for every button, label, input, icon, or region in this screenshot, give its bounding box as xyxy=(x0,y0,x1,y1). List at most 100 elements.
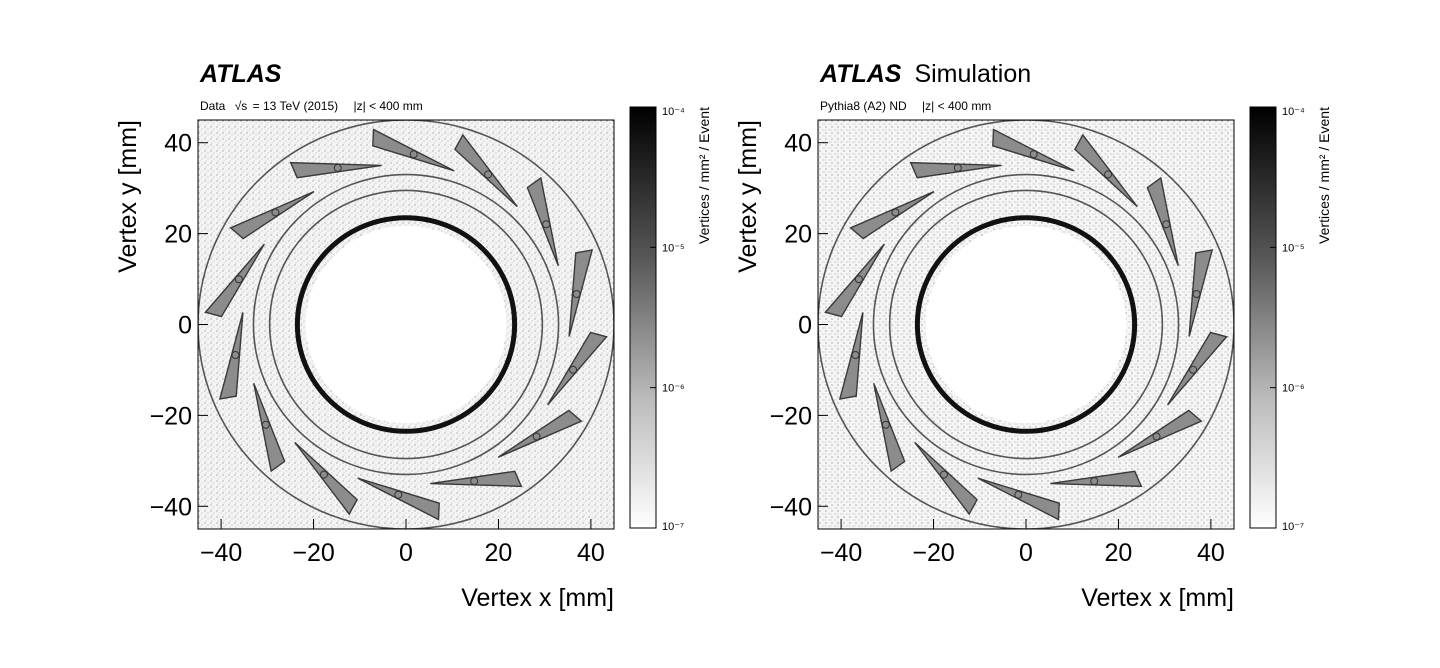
colorbar-label: Vertices / mm² / Event xyxy=(696,107,712,244)
x-axis-ticks: −40 −20 0 20 40 xyxy=(820,519,1225,567)
y-tick-label: −40 xyxy=(150,493,192,521)
pixel-stave xyxy=(454,133,518,208)
x-tick-label: −40 xyxy=(200,539,242,567)
pixel-stave xyxy=(526,176,559,267)
support-ring xyxy=(888,189,1164,460)
stave-marker xyxy=(572,289,581,298)
pixel-stave xyxy=(289,161,382,179)
x-tick-label: −20 xyxy=(292,539,334,567)
colorbar-tick-label: 10⁻⁷ xyxy=(1282,521,1304,533)
x-tick-label: −20 xyxy=(912,539,954,567)
y-tick-label: 20 xyxy=(164,221,192,249)
x-tick-label: 20 xyxy=(485,539,513,567)
x-tick-label: 40 xyxy=(577,539,605,567)
stave-marker xyxy=(409,150,418,159)
pixel-stave xyxy=(909,161,1002,179)
pixel-stave xyxy=(204,243,265,318)
pixel-stave xyxy=(218,312,244,400)
colorbar-tick-label: 10⁻⁴ xyxy=(662,106,685,118)
colorbar xyxy=(629,106,657,529)
pixel-stave xyxy=(992,128,1075,172)
y-tick-label: 0 xyxy=(798,312,812,340)
y-axis-label: Vertex y [mm] xyxy=(114,120,142,273)
y-axis-label: Vertex y [mm] xyxy=(734,120,762,273)
pixel-staves xyxy=(824,128,1228,521)
pixel-stave xyxy=(229,190,315,240)
stave-marker xyxy=(881,420,890,429)
pixel-stave xyxy=(977,477,1060,521)
pixel-stave xyxy=(873,382,906,473)
stave-marker xyxy=(1152,432,1161,441)
beam-pipe-interior xyxy=(305,225,507,424)
colorbar-tick-label: 10⁻⁶ xyxy=(1282,383,1305,395)
info-label: Data √s = 13 TeV (2015) |z| < 400 mm xyxy=(200,99,423,113)
pixel-stave xyxy=(568,249,594,337)
stave-marker xyxy=(394,490,403,499)
x-axis-label: Vertex x [mm] xyxy=(461,584,614,612)
colorbar-tick-label: 10⁻⁵ xyxy=(662,242,685,254)
pixel-stave xyxy=(357,477,440,521)
stave-marker xyxy=(1192,289,1201,298)
stave-marker xyxy=(569,365,578,374)
pixel-stave xyxy=(1074,133,1138,208)
beam-pipe-ring xyxy=(294,215,518,434)
heatmap-area xyxy=(818,120,1234,529)
y-tick-label: 40 xyxy=(164,130,192,158)
pixel-stave xyxy=(1188,249,1214,337)
x-axis-ticks: −40 −20 0 20 40 xyxy=(200,519,605,567)
pixel-stave xyxy=(838,312,864,400)
stave-marker xyxy=(271,208,280,217)
pixel-stave xyxy=(1146,176,1179,267)
colorbar xyxy=(1249,106,1277,529)
pixel-stave xyxy=(372,128,455,172)
x-tick-label: 20 xyxy=(1105,539,1133,567)
pixel-stave xyxy=(497,409,583,459)
colorbar-tick-label: 10⁻⁷ xyxy=(662,521,684,533)
stave-marker xyxy=(333,163,342,172)
pixel-stave xyxy=(253,382,286,473)
support-ring xyxy=(252,173,560,476)
simulation-panel: ATLAS Simulation Pythia8 (A2) ND |z| < 4… xyxy=(620,0,1340,668)
x-tick-label: 0 xyxy=(399,539,413,567)
stave-marker xyxy=(1014,490,1023,499)
pixel-stave xyxy=(430,470,523,488)
empty-interior xyxy=(925,225,1127,424)
pixel-staves xyxy=(204,128,608,521)
stave-marker xyxy=(939,470,948,479)
beam-pipe-ring xyxy=(914,215,1138,434)
simulation-heatmap: ATLAS Simulation Pythia8 (A2) ND |z| < 4… xyxy=(734,60,1332,612)
y-tick-label: 40 xyxy=(784,130,812,158)
stave-marker xyxy=(891,208,900,217)
support-ring xyxy=(872,173,1180,476)
material-rings xyxy=(198,120,614,529)
data-panel: ATLAS Data √s = 13 TeV (2015) |z| < 400 … xyxy=(114,60,712,612)
stave-marker xyxy=(851,351,860,360)
info-label: Pythia8 (A2) ND |z| < 400 mm xyxy=(820,99,991,113)
y-axis-ticks: 40 20 0 −20 −40 xyxy=(150,130,208,521)
stave-marker xyxy=(1029,150,1038,159)
stave-marker xyxy=(484,170,493,179)
stave-marker xyxy=(231,351,240,360)
x-tick-label: 0 xyxy=(1019,539,1033,567)
stave-marker xyxy=(1090,477,1099,486)
y-tick-label: −40 xyxy=(770,493,812,521)
pixel-stave xyxy=(849,190,935,240)
colorbar-tick-label: 10⁻⁴ xyxy=(1282,106,1305,118)
pixel-stave xyxy=(1050,470,1143,488)
stave-marker xyxy=(319,470,328,479)
stave-marker xyxy=(542,220,551,229)
x-axis-label: Vertex x [mm] xyxy=(1081,584,1234,612)
support-ring xyxy=(268,189,544,460)
stave-marker xyxy=(234,275,243,284)
colorbar-ticks: 10⁻⁴ 10⁻⁵ 10⁻⁶ 10⁻⁷ xyxy=(650,106,685,533)
y-axis-ticks: 40 20 0 −20 −40 xyxy=(770,130,828,521)
stave-marker xyxy=(1104,170,1113,179)
y-tick-label: 0 xyxy=(178,312,192,340)
pixel-stave xyxy=(914,441,978,516)
colorbar-tick-label: 10⁻⁶ xyxy=(662,383,685,395)
colorbar-tick-label: 10⁻⁵ xyxy=(1282,242,1305,254)
stave-marker xyxy=(854,275,863,284)
x-tick-label: 40 xyxy=(1197,539,1225,567)
colorbar-ticks: 10⁻⁴ 10⁻⁵ 10⁻⁶ 10⁻⁷ xyxy=(1270,106,1305,533)
heatmap-area xyxy=(198,120,614,529)
